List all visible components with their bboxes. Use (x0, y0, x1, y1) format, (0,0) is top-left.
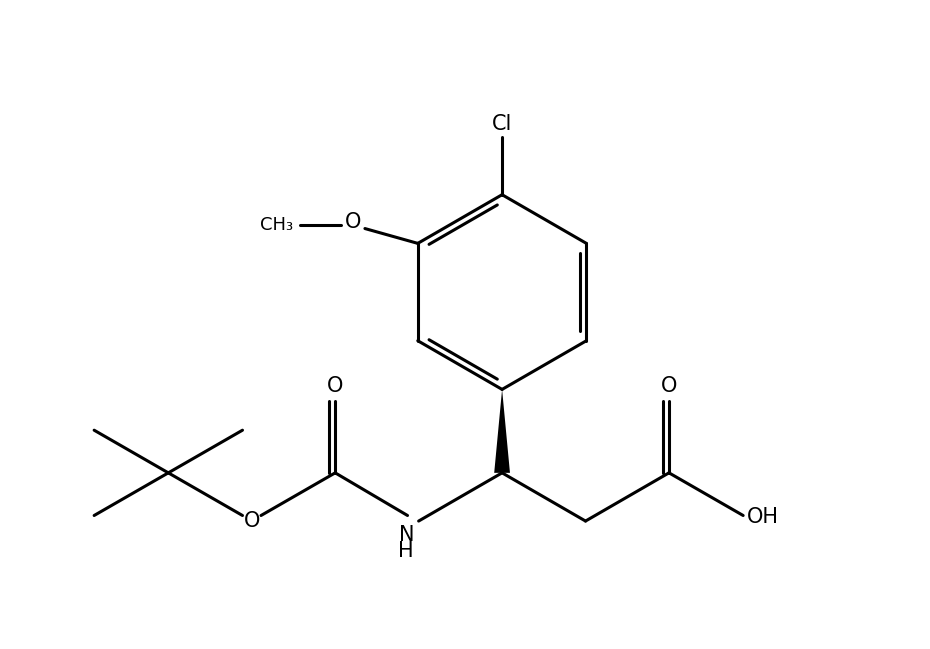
Text: N: N (399, 525, 414, 545)
Text: CH₃: CH₃ (260, 216, 294, 234)
Text: Cl: Cl (492, 114, 512, 134)
Text: O: O (661, 376, 677, 396)
Text: O: O (345, 212, 361, 232)
Polygon shape (494, 389, 510, 473)
Text: H: H (398, 541, 414, 561)
Text: O: O (327, 376, 343, 396)
Text: OH: OH (747, 508, 778, 528)
Text: O: O (244, 511, 260, 531)
